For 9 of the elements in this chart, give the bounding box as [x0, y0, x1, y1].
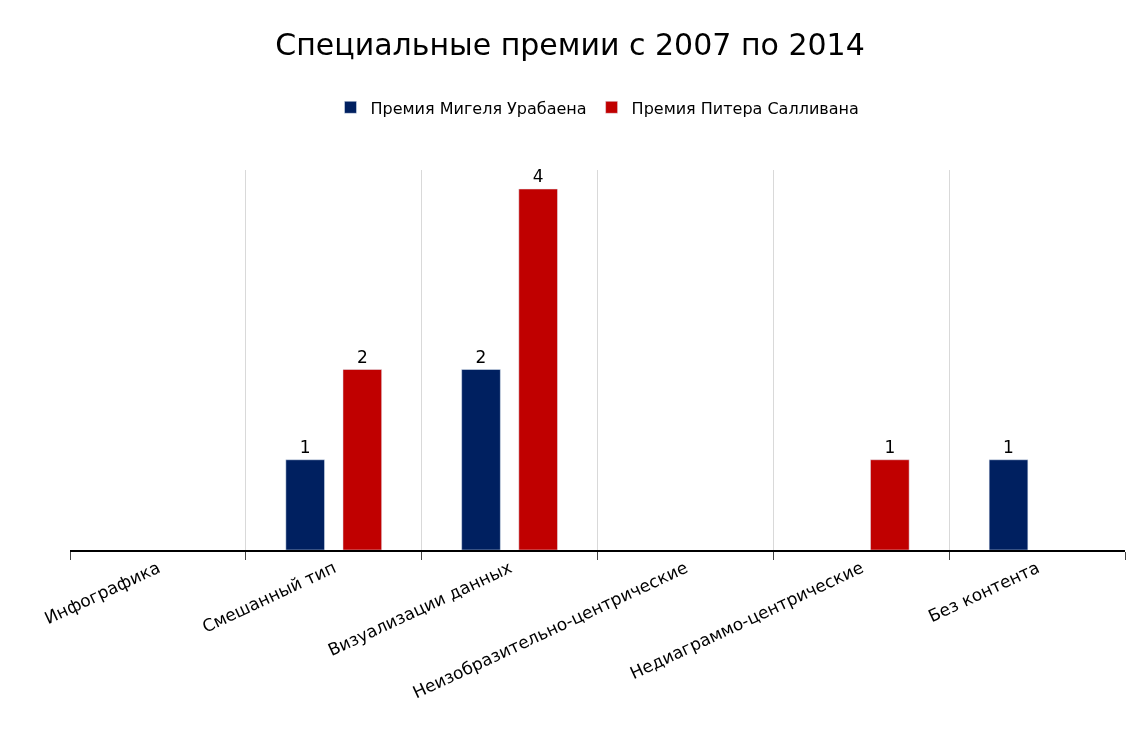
data-label: 2	[475, 346, 487, 367]
data-label: 4	[532, 166, 544, 186]
data-label: 1	[1003, 436, 1014, 457]
data-label: 1	[299, 436, 311, 457]
data-label: 2	[356, 346, 368, 367]
legend-label: Премия Питера Салливана	[631, 98, 859, 118]
chart-title: Специальные премии с 2007 по 2014	[275, 26, 865, 62]
legend-label: Премия Мигеля Урабаена	[370, 98, 587, 118]
data-label: 1	[884, 436, 896, 457]
